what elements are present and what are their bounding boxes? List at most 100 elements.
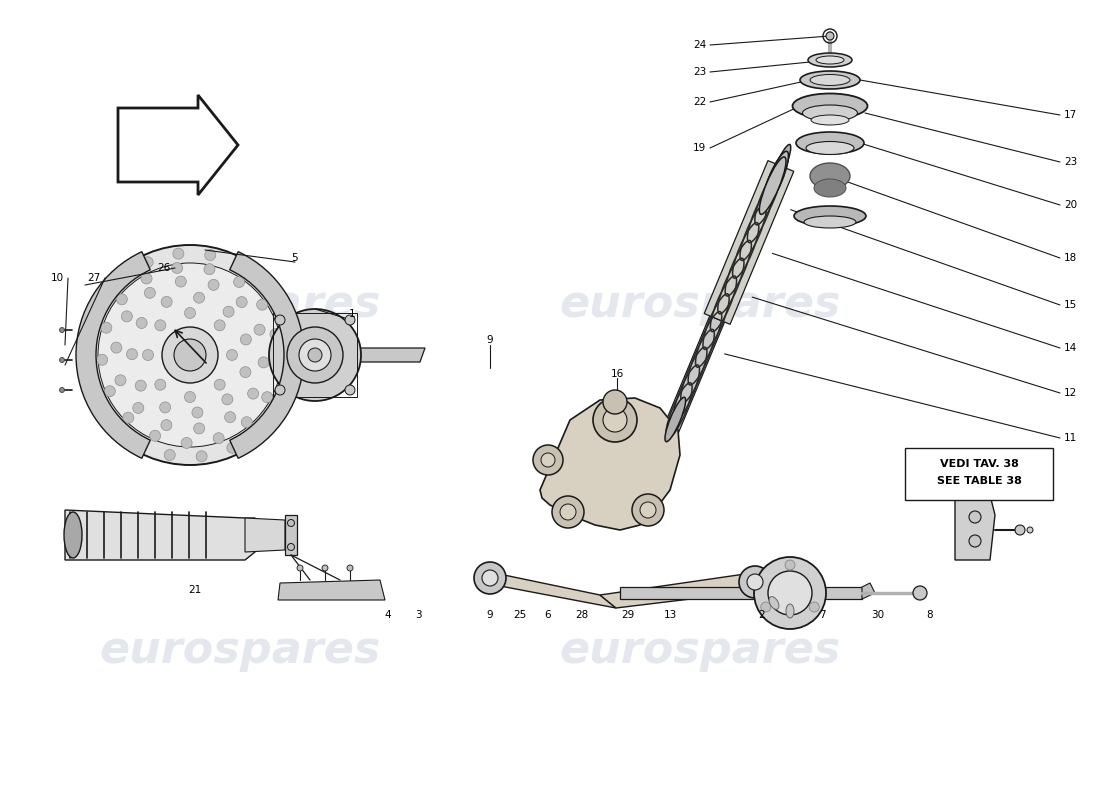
Circle shape <box>175 276 186 287</box>
Circle shape <box>160 402 170 413</box>
Text: 18: 18 <box>1064 253 1077 263</box>
Text: 9: 9 <box>486 610 493 620</box>
Circle shape <box>204 264 214 274</box>
Polygon shape <box>271 351 295 359</box>
Circle shape <box>541 453 556 467</box>
Circle shape <box>270 309 361 401</box>
Ellipse shape <box>796 132 864 154</box>
Circle shape <box>285 370 296 381</box>
Circle shape <box>91 392 102 403</box>
Circle shape <box>155 379 166 390</box>
Circle shape <box>273 400 284 410</box>
Circle shape <box>59 358 65 362</box>
Text: 23: 23 <box>693 67 706 77</box>
Ellipse shape <box>806 142 854 154</box>
Circle shape <box>126 349 138 360</box>
Circle shape <box>133 402 144 414</box>
Polygon shape <box>540 398 680 530</box>
Circle shape <box>277 307 288 318</box>
Circle shape <box>969 535 981 547</box>
Ellipse shape <box>759 157 786 214</box>
Text: 16: 16 <box>610 369 624 379</box>
Circle shape <box>632 494 664 526</box>
Circle shape <box>234 261 245 272</box>
Ellipse shape <box>792 94 868 118</box>
Ellipse shape <box>768 145 791 196</box>
Text: 1: 1 <box>349 309 355 319</box>
Circle shape <box>552 496 584 528</box>
Text: eurospares: eurospares <box>559 283 840 326</box>
Circle shape <box>205 250 216 261</box>
Circle shape <box>262 392 273 402</box>
Text: 23: 23 <box>1064 157 1077 167</box>
Ellipse shape <box>769 597 779 610</box>
Polygon shape <box>278 580 385 600</box>
Text: 25: 25 <box>514 610 527 620</box>
Circle shape <box>227 350 238 361</box>
Circle shape <box>214 379 225 390</box>
Circle shape <box>474 562 506 594</box>
Text: 19: 19 <box>693 143 706 153</box>
Text: 28: 28 <box>575 610 589 620</box>
Ellipse shape <box>762 151 789 207</box>
Polygon shape <box>600 574 764 608</box>
Text: 11: 11 <box>1064 433 1077 443</box>
Circle shape <box>224 412 235 422</box>
Text: eurospares: eurospares <box>99 283 381 326</box>
Circle shape <box>123 412 134 423</box>
Circle shape <box>85 330 96 340</box>
Ellipse shape <box>666 398 685 442</box>
Circle shape <box>80 245 300 465</box>
Circle shape <box>534 445 563 475</box>
Circle shape <box>59 327 65 333</box>
Circle shape <box>482 570 498 586</box>
Circle shape <box>286 338 297 349</box>
Circle shape <box>739 566 771 598</box>
Ellipse shape <box>794 206 866 226</box>
Ellipse shape <box>810 74 850 86</box>
Circle shape <box>826 32 834 40</box>
Circle shape <box>59 387 65 393</box>
Circle shape <box>785 560 795 570</box>
Circle shape <box>260 281 271 291</box>
Text: 14: 14 <box>1064 343 1077 353</box>
Circle shape <box>241 334 252 345</box>
Circle shape <box>640 502 656 518</box>
Polygon shape <box>65 510 255 560</box>
Circle shape <box>287 543 295 550</box>
Ellipse shape <box>811 115 849 125</box>
Circle shape <box>287 327 343 383</box>
Polygon shape <box>480 570 616 608</box>
Circle shape <box>196 451 207 462</box>
Circle shape <box>109 418 120 430</box>
Circle shape <box>754 557 826 629</box>
Circle shape <box>603 408 627 432</box>
Circle shape <box>135 380 146 391</box>
Circle shape <box>560 504 576 520</box>
Ellipse shape <box>803 105 858 121</box>
Circle shape <box>969 511 981 523</box>
Text: 4: 4 <box>385 610 392 620</box>
Ellipse shape <box>786 604 794 618</box>
Circle shape <box>233 277 244 287</box>
Circle shape <box>227 442 238 454</box>
Circle shape <box>223 306 234 318</box>
Circle shape <box>810 602 820 612</box>
Circle shape <box>297 565 302 571</box>
Ellipse shape <box>804 216 856 228</box>
Text: 5: 5 <box>292 253 298 263</box>
Polygon shape <box>620 587 862 599</box>
Circle shape <box>141 273 152 284</box>
Circle shape <box>185 391 196 402</box>
Circle shape <box>214 320 225 331</box>
Text: 26: 26 <box>157 263 170 273</box>
Circle shape <box>121 311 132 322</box>
Circle shape <box>1027 527 1033 533</box>
Bar <box>905 448 1053 500</box>
Text: 22: 22 <box>693 97 706 107</box>
Circle shape <box>213 433 224 444</box>
Text: 10: 10 <box>51 273 64 283</box>
Polygon shape <box>285 515 297 555</box>
Circle shape <box>287 519 295 526</box>
Circle shape <box>174 339 206 371</box>
